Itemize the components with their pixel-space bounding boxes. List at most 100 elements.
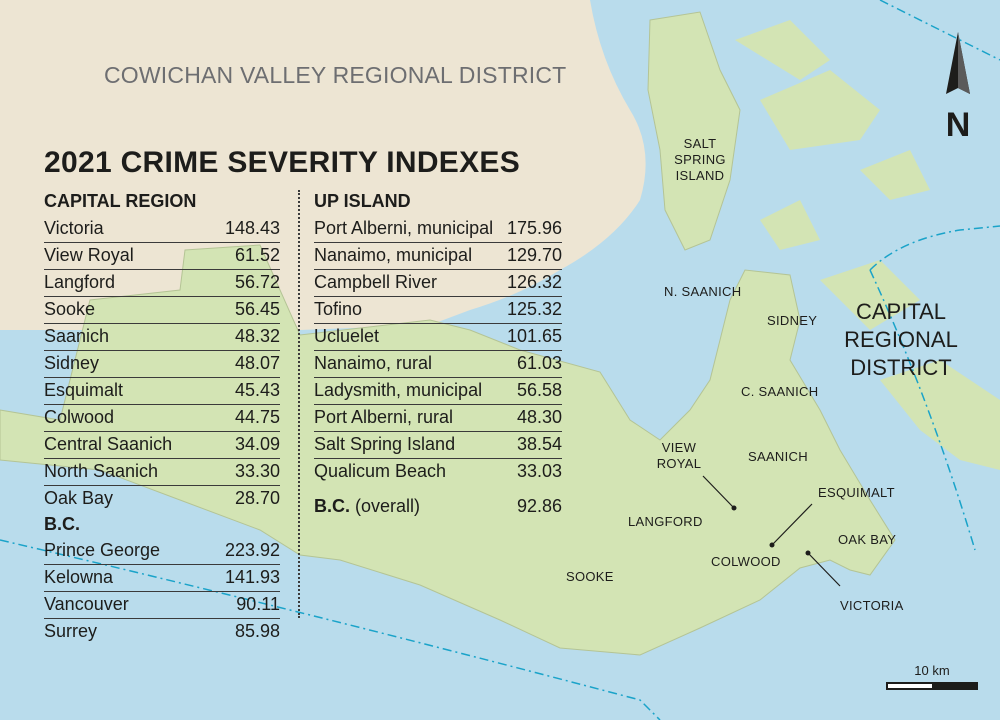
- boundary-north: [869, 225, 1000, 271]
- scale-label: 10 km: [914, 663, 949, 678]
- row-name: Vancouver: [44, 594, 129, 614]
- row-value: 61.03: [516, 353, 562, 373]
- row-name: Langford: [44, 272, 116, 292]
- row-value: 141.93: [224, 567, 280, 587]
- table-row: Surrey 85.98: [44, 619, 280, 645]
- row-value: 90.11: [236, 594, 280, 614]
- san-juan-island: [880, 360, 1000, 470]
- bc-table: Prince George 223.92 Kelowna 141.93 Vancou…: [44, 538, 280, 645]
- north-arrow-shade: [958, 32, 970, 94]
- row-value: 44.75: [234, 407, 280, 427]
- region-label-cowichan: COWICHAN VALLEY REGIONAL DISTRICT: [104, 62, 567, 88]
- row-name: Saanich: [44, 326, 110, 346]
- capital-region-table: Victoria 148.43 View Royal 61.52 Langford 5…: [44, 216, 280, 512]
- row-value: 34.09: [234, 434, 280, 454]
- row-name: View Royal: [44, 245, 134, 265]
- boundary-top: [879, 0, 1000, 61]
- place-label-esquimalt: ESQUIMALT: [818, 485, 895, 500]
- leader-esquimalt: [771, 503, 813, 546]
- table-row: View Royal 61.52: [44, 243, 280, 270]
- scale-bar-segment: [888, 684, 932, 688]
- row-name: Central Saanich: [44, 434, 173, 454]
- row-name: Sooke: [44, 299, 96, 319]
- row-name: Port Alberni, municipal: [314, 218, 494, 238]
- row-name: Surrey: [44, 621, 98, 641]
- boundary-east: [869, 269, 976, 551]
- place-label-langford: LANGFORD: [628, 514, 703, 529]
- row-name: Oak Bay: [44, 488, 114, 508]
- row-name: Nanaimo, municipal: [314, 245, 473, 265]
- row-name: Prince George: [44, 540, 161, 560]
- leader-victoria: [807, 552, 841, 587]
- gulf-island-a: [735, 20, 830, 80]
- table-row: Qualicum Beach 33.03: [314, 459, 562, 485]
- row-value: 56.72: [234, 272, 280, 292]
- row-name: North Saanich: [44, 461, 159, 481]
- row-name: Esquimalt: [44, 380, 124, 400]
- capital-region-heading: CAPITAL REGION: [44, 191, 197, 211]
- row-value: 129.70: [506, 245, 562, 265]
- dot-victoria: [805, 550, 811, 556]
- overall-label: B.C. (overall): [314, 496, 420, 516]
- table-row: Port Alberni, municipal 175.96: [314, 216, 562, 243]
- place-label-saanich: SAANICH: [748, 449, 808, 464]
- row-name: Nanaimo, rural: [314, 353, 433, 373]
- table-row: Nanaimo, rural 61.03: [314, 351, 562, 378]
- table-row: Nanaimo, municipal 129.70: [314, 243, 562, 270]
- row-value: 33.30: [234, 461, 280, 481]
- table-row: Campbell River 126.32: [314, 270, 562, 297]
- row-name: Kelowna: [44, 567, 114, 587]
- table-row: Ucluelet 101.65: [314, 324, 562, 351]
- place-label-oak-bay: OAK BAY: [838, 532, 897, 547]
- row-value: 126.32: [506, 272, 562, 292]
- region-label-capital-regional-district: CAPITAL REGIONAL DISTRICT: [844, 299, 958, 380]
- leader-view-royal: [702, 475, 735, 509]
- row-value: 38.54: [516, 434, 562, 454]
- capital-region-land: [0, 244, 896, 656]
- place-label-view-royal: VIEW ROYAL: [656, 440, 702, 471]
- cowichan-land: [0, 0, 646, 330]
- up-island-heading: UP ISLAND: [314, 191, 411, 211]
- overall-label-bold: B.C.: [314, 496, 350, 516]
- row-name: Tofino: [314, 299, 363, 319]
- table-title: 2021 CRIME SEVERITY INDEXES: [44, 146, 521, 179]
- dot-esquimalt: [769, 542, 775, 548]
- table-row: Esquimalt 45.43: [44, 378, 280, 405]
- row-name: Ucluelet: [314, 326, 380, 346]
- row-name: Salt Spring Island: [314, 434, 456, 454]
- table-row: North Saanich 33.30: [44, 459, 280, 486]
- row-name: Victoria: [44, 218, 104, 238]
- table-row: Ladysmith, municipal 56.58: [314, 378, 562, 405]
- row-value: 45.43: [234, 380, 280, 400]
- table-row: Langford 56.72: [44, 270, 280, 297]
- row-name: Qualicum Beach: [314, 461, 447, 481]
- gulf-island-c: [860, 150, 930, 200]
- row-value: 148.43: [224, 218, 280, 238]
- row-value: 28.70: [234, 488, 280, 508]
- row-value: 223.92: [224, 540, 280, 560]
- row-value: 48.07: [234, 353, 280, 373]
- table-row: Victoria 148.43: [44, 216, 280, 243]
- place-label-n-saanich: N. SAANICH: [664, 284, 742, 299]
- row-value: 56.45: [234, 299, 280, 319]
- boundary-south: [0, 539, 661, 720]
- up-island-table: Port Alberni, municipal 175.96 Nanaimo, m…: [314, 216, 562, 485]
- place-label-victoria: VICTORIA: [840, 598, 904, 613]
- row-value: 61.52: [234, 245, 280, 265]
- row-value: 48.30: [516, 407, 562, 427]
- gulf-island-d: [820, 260, 920, 330]
- column-divider: [298, 190, 300, 618]
- place-label-salt-spring: SALT SPRING ISLAND: [674, 136, 726, 183]
- north-arrow-icon: N: [946, 32, 970, 140]
- table-row: Tofino 125.32: [314, 297, 562, 324]
- row-name: Port Alberni, rural: [314, 407, 454, 427]
- bc-overall-row: B.C. (overall) 92.86: [314, 494, 562, 520]
- table-row: Central Saanich 34.09: [44, 432, 280, 459]
- row-name: Ladysmith, municipal: [314, 380, 483, 400]
- gulf-island-e: [760, 200, 820, 250]
- row-name: Campbell River: [314, 272, 438, 292]
- table-row: Salt Spring Island 38.54: [314, 432, 562, 459]
- table-row: Sooke 56.45: [44, 297, 280, 324]
